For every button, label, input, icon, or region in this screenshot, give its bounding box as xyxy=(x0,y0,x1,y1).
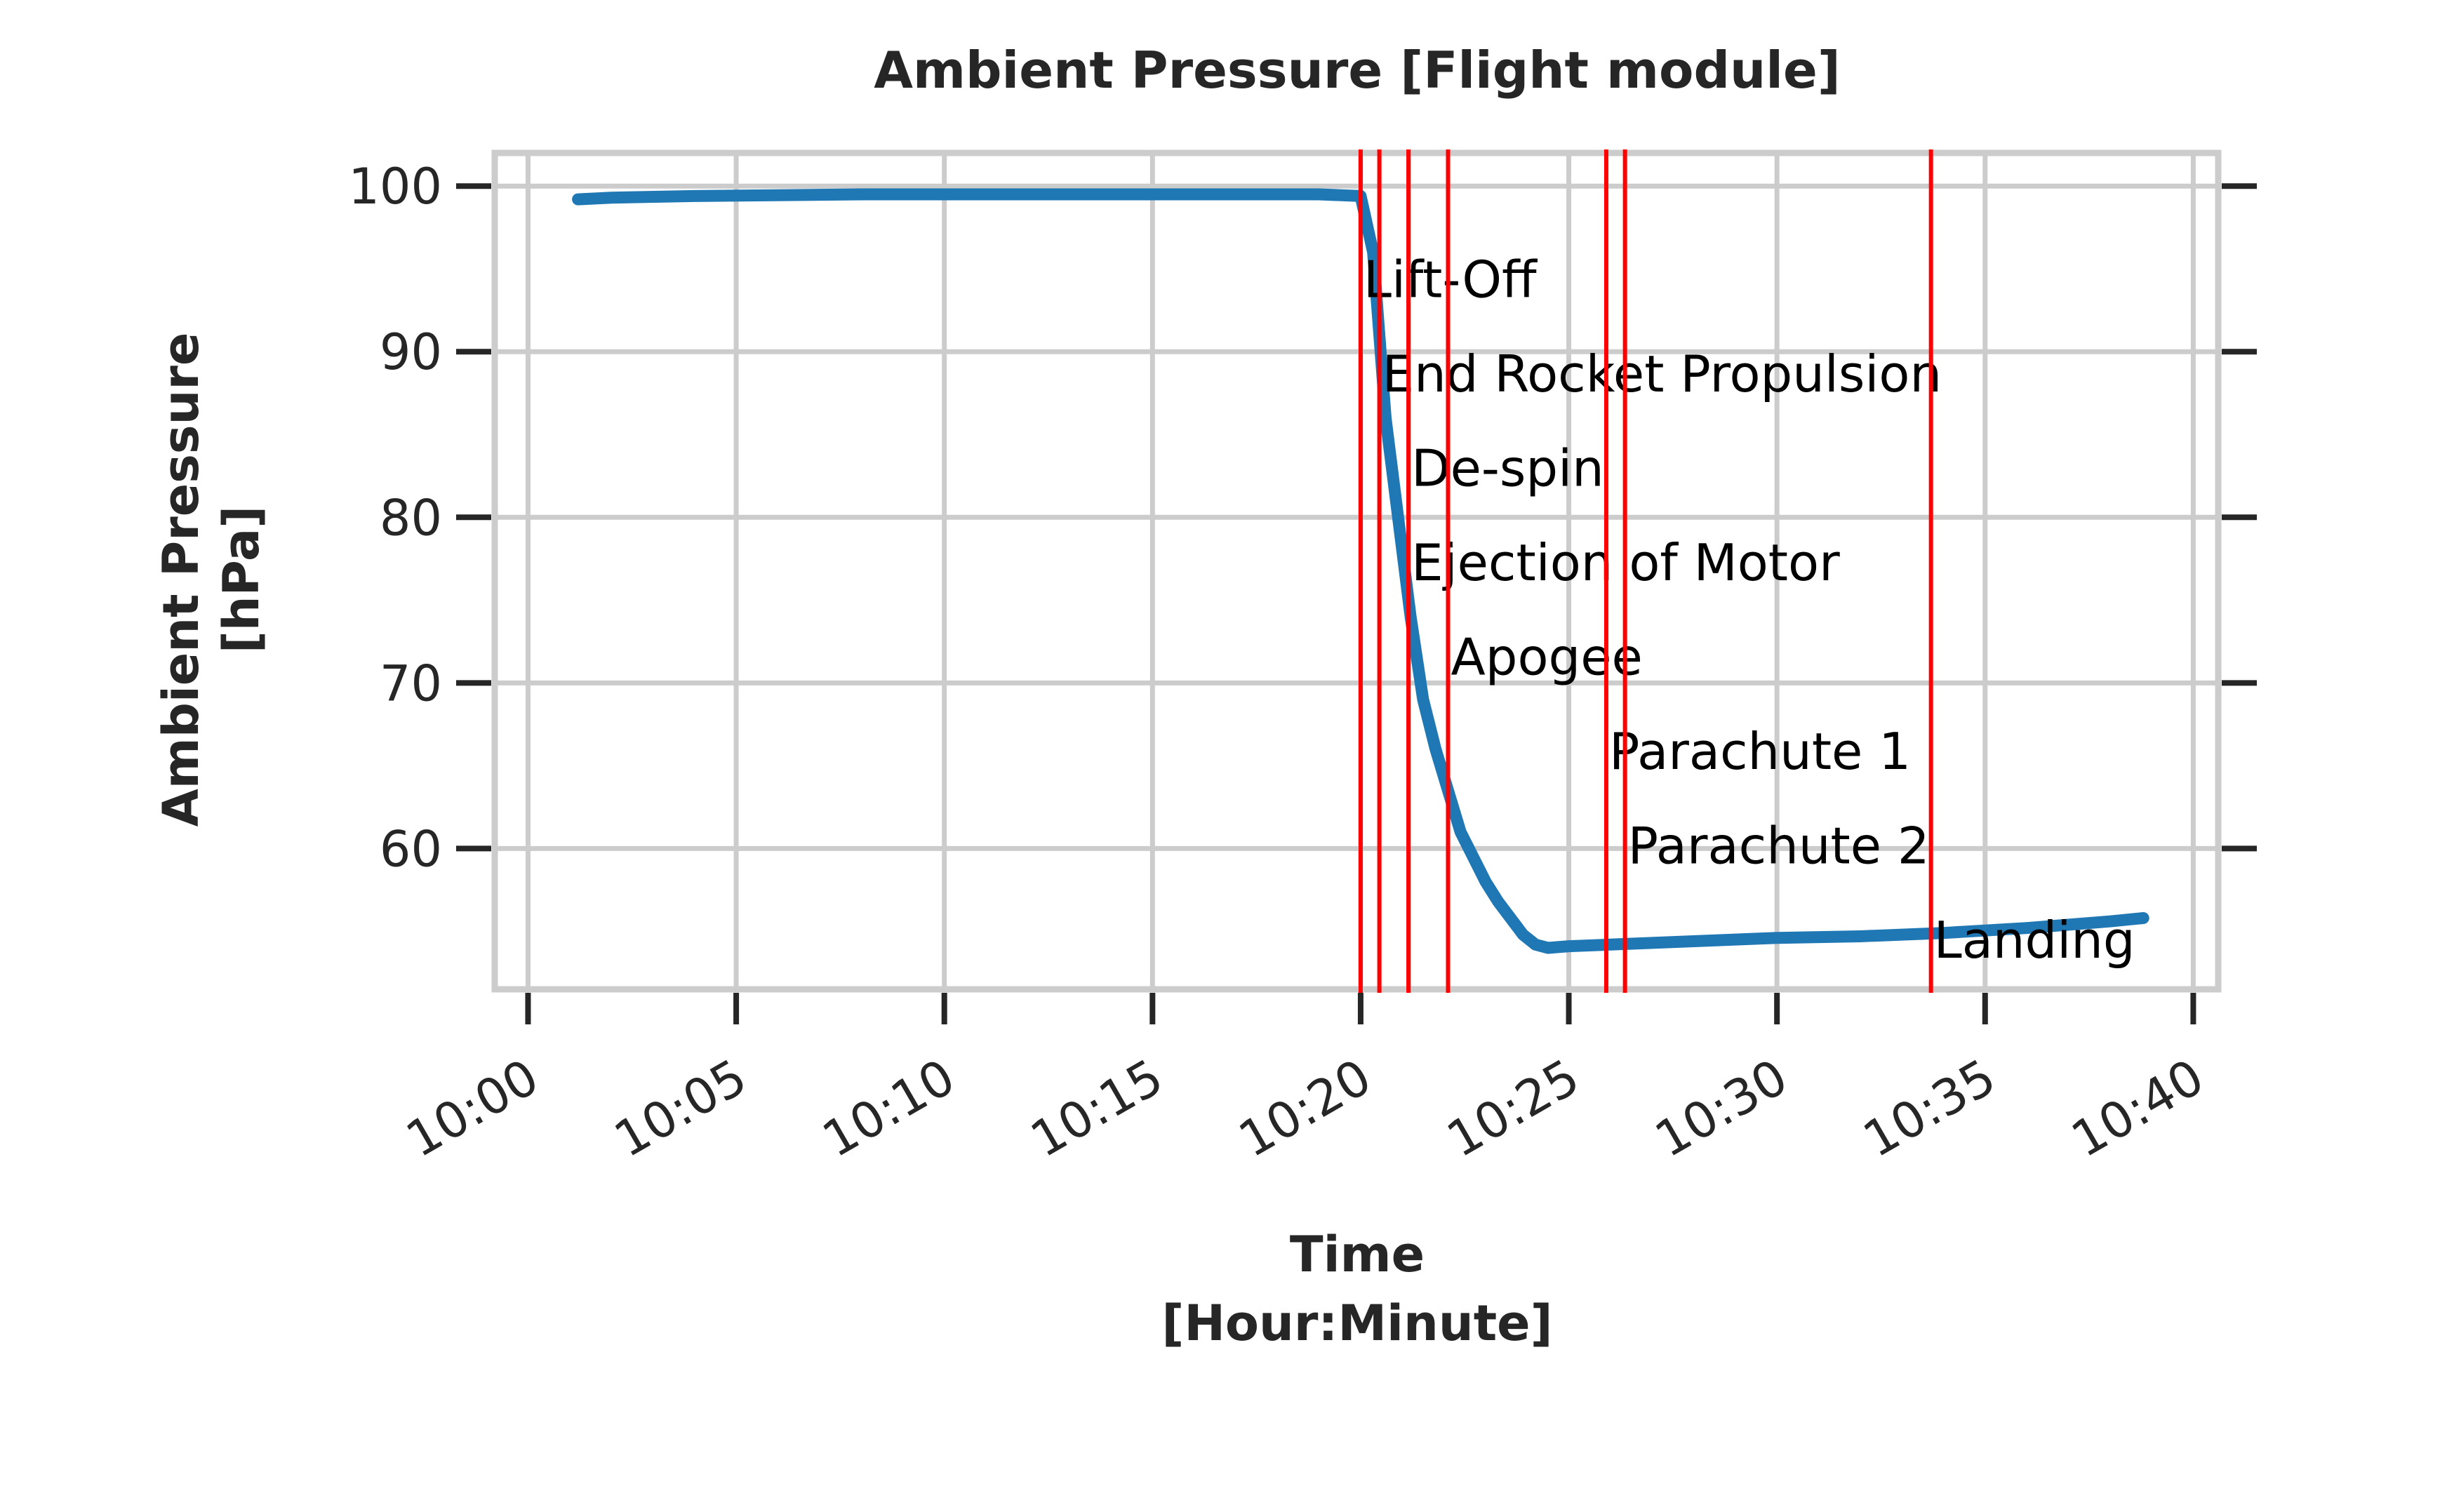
event-label-apogee: Apogee xyxy=(1451,628,1643,687)
plot-frame xyxy=(491,149,2222,993)
y-axis-label: Ambient Pressure xyxy=(152,333,210,827)
y-tick-label: 80 xyxy=(380,489,442,547)
x-axis-label-unit: [Hour:Minute] xyxy=(1161,1294,1552,1352)
y-tick-label: 60 xyxy=(380,820,442,878)
y-axis-label-unit: [hPa] xyxy=(213,506,270,653)
event-label-parachute-1: Parachute 1 xyxy=(1609,722,1911,781)
series-line-pressure xyxy=(572,188,2149,954)
event-lines: Lift-OffEnd Rocket PropulsionDe-spinEjec… xyxy=(1358,149,2135,993)
event-label-lift-off: Lift-Off xyxy=(1363,250,1538,309)
tick-marks xyxy=(456,183,2257,1024)
event-label-landing: Landing xyxy=(1934,911,2135,970)
event-label-parachute-2: Parachute 2 xyxy=(1628,817,1930,876)
y-tick-labels: 60 70 80 90 100 xyxy=(348,158,442,878)
y-tick-label: 100 xyxy=(348,158,442,215)
x-axis-label: Time xyxy=(1290,1226,1425,1283)
y-tick-label: 70 xyxy=(380,655,442,712)
event-label-end-rocket-propulsion: End Rocket Propulsion xyxy=(1382,344,1942,403)
chart-title: Ambient Pressure [Flight module] xyxy=(874,41,1840,100)
event-label-de-spin: De-spin xyxy=(1411,439,1604,497)
y-tick-label: 90 xyxy=(380,323,442,381)
